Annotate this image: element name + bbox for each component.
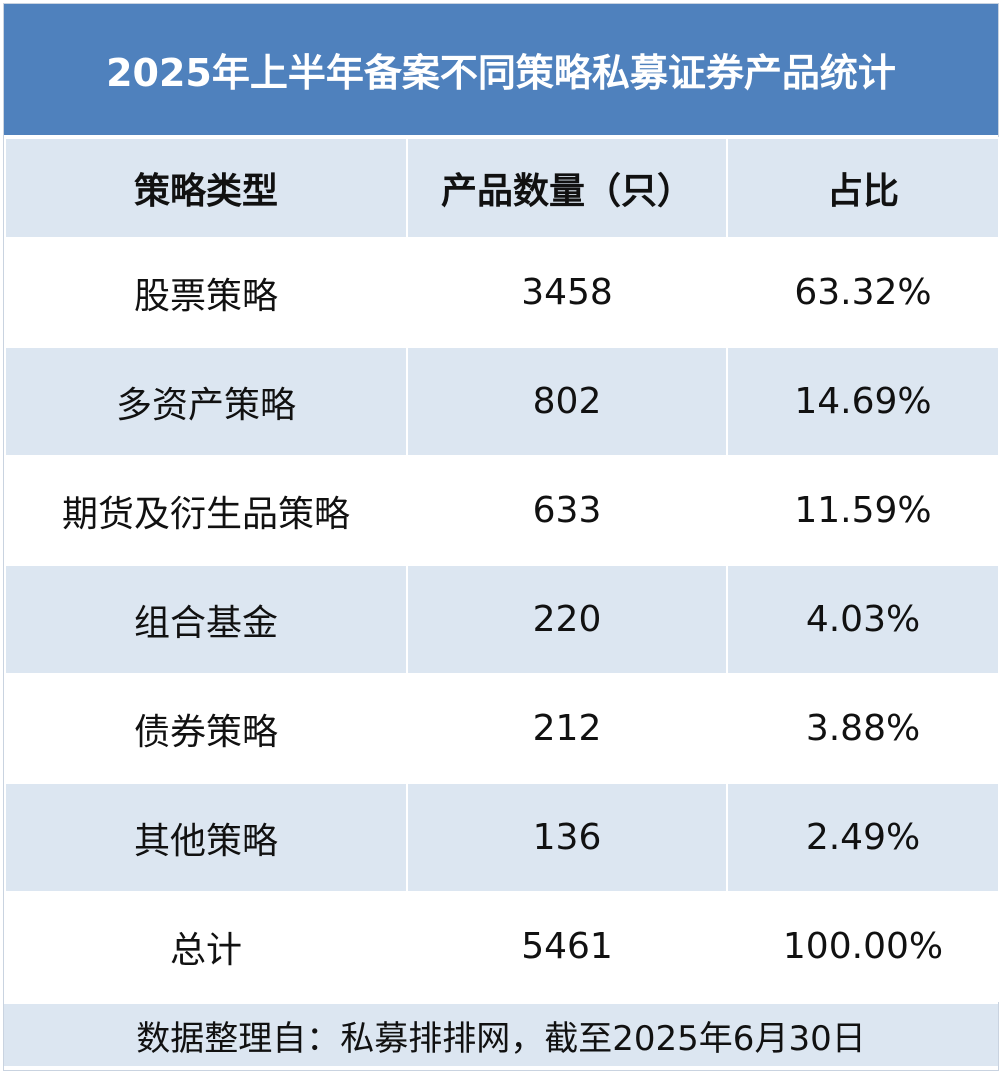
table-row: 债券策略 212 3.88% [4,673,1000,784]
table-row: 其他策略 136 2.49% [4,782,1000,893]
col-header-strategy: 策略类型 [4,137,408,239]
cell-strategy: 债券策略 [4,673,408,784]
col-header-share: 占比 [726,137,1000,239]
cell-share: 2.49% [726,782,1000,893]
cell-share: 3.88% [726,673,1000,784]
cell-strategy: 组合基金 [4,564,408,675]
cell-share: 4.03% [726,564,1000,675]
cell-strategy: 多资产策略 [4,346,408,457]
cell-strategy: 总计 [4,891,408,1002]
total-row: 总计 5461 100.00% [4,891,1000,1002]
strategy-table: 策略类型 产品数量（只） 占比 股票策略 3458 63.32% 多资产策略 8… [4,137,1000,1002]
table-row: 组合基金 220 4.03% [4,564,1000,675]
cell-count: 802 [406,346,728,457]
cell-share: 11.59% [726,455,1000,566]
cell-share: 100.00% [726,891,1000,1002]
cell-share: 63.32% [726,237,1000,348]
table-row: 期货及衍生品策略 633 11.59% [4,455,1000,566]
cell-strategy: 股票策略 [4,237,408,348]
col-header-count: 产品数量（只） [406,137,728,239]
cell-count: 136 [406,782,728,893]
stats-table-card: 2025年上半年备案不同策略私募证券产品统计 策略类型 产品数量（只） 占比 股… [3,3,1000,1071]
cell-count: 212 [406,673,728,784]
source-note: 数据整理自：私募排排网，截至2025年6月30日 [4,1002,998,1066]
table-title: 2025年上半年备案不同策略私募证券产品统计 [4,4,998,137]
cell-count: 633 [406,455,728,566]
table-row: 股票策略 3458 63.32% [4,237,1000,348]
cell-strategy: 期货及衍生品策略 [4,455,408,566]
table-row: 多资产策略 802 14.69% [4,346,1000,457]
header-row: 策略类型 产品数量（只） 占比 [4,137,1000,239]
cell-count: 5461 [406,891,728,1002]
cell-count: 220 [406,564,728,675]
cell-share: 14.69% [726,346,1000,457]
cell-count: 3458 [406,237,728,348]
cell-strategy: 其他策略 [4,782,408,893]
